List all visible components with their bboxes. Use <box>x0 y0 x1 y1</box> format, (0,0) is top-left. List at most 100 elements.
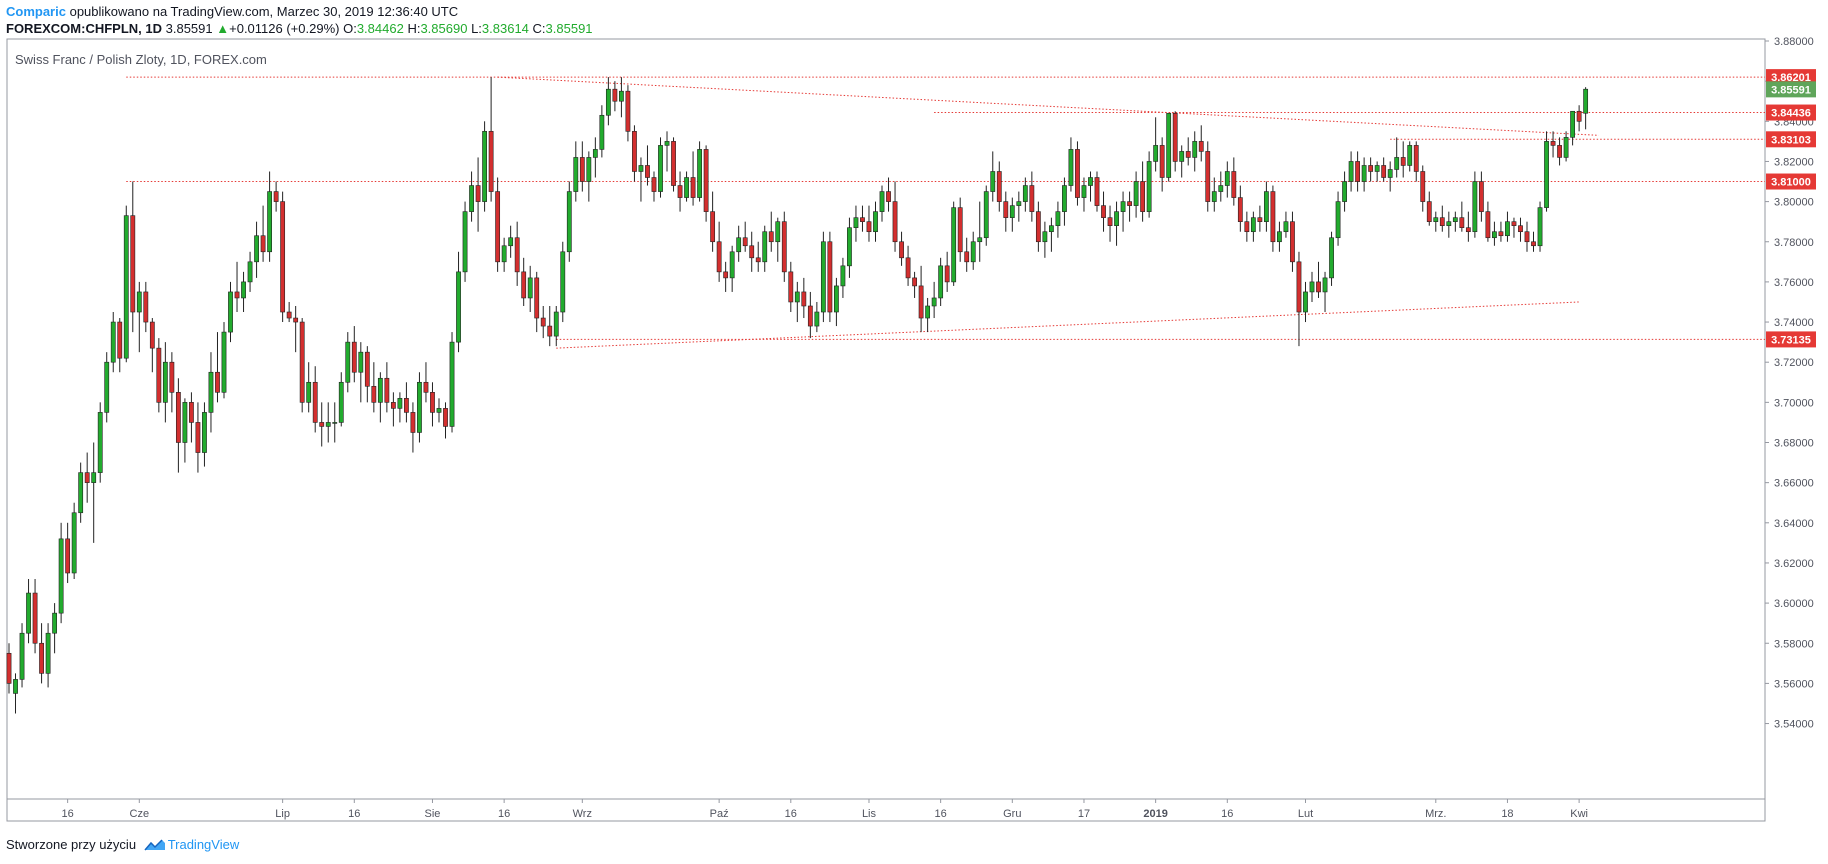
candle-up <box>873 201 878 242</box>
high-label: H: <box>407 21 421 36</box>
candle-body <box>84 472 90 483</box>
candle-up <box>1394 137 1400 178</box>
candle-down <box>273 181 279 212</box>
candle-body <box>1348 161 1354 182</box>
candle-down <box>1140 161 1146 222</box>
candle-up <box>71 502 77 580</box>
candle-down <box>1205 141 1211 212</box>
candle-down <box>475 157 481 232</box>
candle-up <box>1088 171 1093 202</box>
level-price-label-text: 3.83103 <box>1771 134 1811 146</box>
candle-body <box>599 114 605 150</box>
candle-up <box>1114 201 1119 246</box>
candle-body <box>1322 277 1328 293</box>
time-tick-label: 16 <box>935 808 947 820</box>
candle-down <box>1237 185 1243 232</box>
candle-down <box>312 366 318 433</box>
level-price-label-bg <box>1766 104 1816 121</box>
candle-body <box>814 311 820 327</box>
candle-body <box>1459 217 1465 228</box>
candle-down <box>364 346 370 403</box>
candle-body <box>651 177 657 192</box>
tradingview-logo-icon <box>144 838 166 855</box>
candle-down <box>964 237 970 272</box>
candle-down <box>299 318 305 413</box>
candle-body <box>1198 141 1204 152</box>
candle-up <box>202 402 207 467</box>
candle-body <box>703 149 709 212</box>
candle-up <box>1283 211 1289 238</box>
open-value: 3.84462 <box>356 21 404 36</box>
level-price-label-bg <box>1766 69 1816 86</box>
level-price-label-text: 3.73135 <box>1771 334 1811 346</box>
candle-body <box>938 265 944 299</box>
candle-down <box>1426 191 1432 226</box>
publisher-name[interactable]: Comparic <box>6 4 66 19</box>
candle-body <box>534 277 540 319</box>
candle-down <box>957 197 963 262</box>
candle-up <box>1277 221 1282 252</box>
candle-body <box>299 321 305 403</box>
candle-down <box>39 623 44 684</box>
candle-body <box>482 131 487 202</box>
candle-up <box>449 332 455 433</box>
candle-up <box>1563 131 1569 162</box>
candle-body <box>104 361 110 413</box>
candle-body <box>508 237 514 247</box>
candle-up <box>345 332 351 393</box>
candle-body <box>1518 225 1523 233</box>
candle-body <box>1244 221 1250 233</box>
candle-up <box>1303 281 1308 323</box>
candle-up <box>684 171 689 202</box>
time-tick-label: 16 <box>1221 808 1233 820</box>
candle-up <box>1224 161 1230 198</box>
candle-body <box>293 317 299 323</box>
candle-body <box>1400 157 1406 166</box>
level-price-label-bg <box>1766 131 1816 148</box>
tradingview-link[interactable]: TradingView <box>167 837 240 852</box>
candle-body <box>1263 191 1269 222</box>
candle-up <box>1192 131 1198 172</box>
candle-up <box>664 131 670 172</box>
time-axis[interactable]: 16 Cze Lip 16 Sie 16 Wrz Paź 16 Lis 16 Gru 17 2019 16 L… <box>62 799 1588 820</box>
candle-down <box>912 271 917 298</box>
candle-down <box>723 261 729 292</box>
candle-body <box>918 285 924 319</box>
candle-up <box>951 201 957 286</box>
candle-down <box>1413 141 1419 182</box>
candle-up <box>1472 171 1478 238</box>
trendline <box>556 301 1580 349</box>
level-price-label-bg <box>1766 173 1816 190</box>
candle-up <box>13 673 18 714</box>
candle-body <box>286 311 292 319</box>
candle-body <box>605 88 611 116</box>
candle-down <box>32 579 38 654</box>
candle-body <box>456 271 461 343</box>
candle-down <box>488 77 494 202</box>
candle-down <box>801 277 807 319</box>
candles <box>6 77 1589 714</box>
time-tick-label: 18 <box>1501 808 1513 820</box>
candle-body <box>273 191 279 202</box>
candle-body <box>32 592 38 644</box>
candle-down <box>175 378 181 473</box>
candle-down <box>1185 137 1191 166</box>
candle-down <box>807 291 813 339</box>
candle-body <box>1394 157 1400 170</box>
candle-up <box>1049 217 1054 252</box>
candle-body <box>1231 171 1237 198</box>
candle-up <box>1342 171 1347 212</box>
candle-up <box>241 271 246 313</box>
candle-body <box>781 221 787 273</box>
candle-down <box>156 338 162 413</box>
candle-up <box>820 231 826 323</box>
candle-body <box>52 612 58 634</box>
candle-up <box>697 141 702 202</box>
candle-body <box>1583 88 1589 114</box>
candle-down <box>860 205 865 232</box>
candle-body <box>573 157 579 192</box>
candle-up <box>1407 141 1413 172</box>
candle-down <box>1316 261 1321 298</box>
candle-up <box>1263 181 1269 232</box>
